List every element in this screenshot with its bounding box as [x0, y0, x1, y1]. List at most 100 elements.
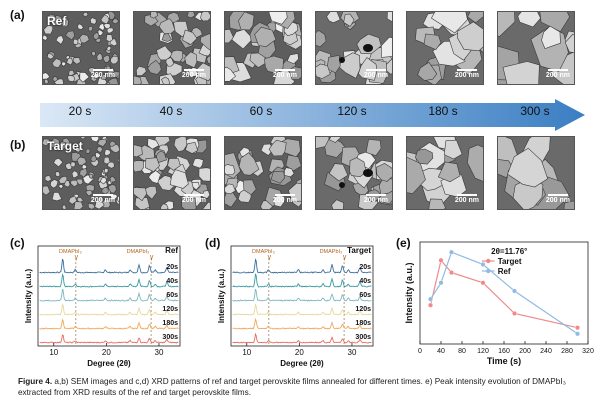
time-label-300: 300 s [520, 104, 550, 118]
scale-bar: 200 nm [546, 69, 570, 80]
scale-bar-label: 200 nm [454, 72, 479, 79]
x-tick-label: 0 [418, 348, 422, 355]
panel-label-a: (a) [10, 8, 25, 22]
sem-image: 200 nm [224, 136, 302, 210]
scale-bar: 200 nm [273, 194, 297, 205]
caption-label: Figure 4. [18, 377, 53, 386]
data-point-ref [480, 261, 486, 267]
data-point-ref [511, 288, 517, 294]
x-tick-label: 200 [519, 348, 531, 355]
series-label: 20s [359, 264, 371, 271]
panel-label-d: (d) [205, 236, 221, 250]
peak-label: DMAPbI₃ [59, 249, 82, 255]
figure-caption: Figure 4. a,b) SEM images and c,d) XRD p… [18, 376, 586, 398]
x-axis-label: Degree (2θ) [280, 359, 324, 368]
sem-image: 200 nm [406, 11, 484, 85]
xrd-trace [39, 258, 179, 274]
peak-label: γ [150, 254, 154, 261]
x-axis-label: Time (s) [487, 356, 521, 366]
series-label: 60s [166, 292, 178, 299]
panel-label-b: (b) [10, 138, 26, 152]
legend-marker [486, 268, 491, 274]
y-axis-label: Intensity (a.u.) [217, 269, 226, 324]
time-label-40: 40 s [159, 104, 183, 118]
chart-title: 2θ=11.76° [491, 247, 527, 256]
data-point-target [438, 257, 444, 263]
sem-image: 200 nm [224, 11, 302, 85]
series-label: 300s [355, 334, 371, 341]
sem-image: 200 nm [315, 11, 393, 85]
x-tick-label: 30 [155, 348, 164, 357]
x-tick-label: 40 [437, 348, 445, 355]
time-label-120: 120 s [337, 104, 367, 118]
scale-bar-label: 200 nm [90, 72, 115, 79]
scale-bar: 200 nm [364, 69, 388, 80]
scale-bar-label: 200 nm [181, 72, 206, 79]
time-arrow [40, 99, 585, 131]
time-label-180: 180 s [428, 104, 458, 118]
x-tick-label: 280 [561, 348, 573, 355]
xrd-trace [39, 318, 179, 330]
sem-image: Ref 200 nm [42, 11, 120, 85]
scale-bar-label: 200 nm [272, 72, 297, 79]
sem-image: 200 nm [133, 11, 211, 85]
xrd-trace [232, 258, 372, 274]
target-label: Target [47, 139, 83, 153]
data-point-target [511, 310, 517, 316]
x-tick-label: 320 [582, 348, 594, 355]
peak-label: DMAPbI₃ [127, 249, 150, 255]
x-tick-label: 80 [458, 348, 466, 355]
scale-bar-label: 200 nm [545, 72, 570, 79]
data-point-target [428, 302, 434, 308]
caption-text: a,b) SEM images and c,d) XRD patterns of… [18, 377, 566, 397]
plot-frame [230, 245, 374, 347]
scale-bar-label: 200 nm [90, 197, 115, 204]
scale-bar: 200 nm [364, 194, 388, 205]
series-label: 180s [162, 320, 178, 327]
data-point-target [449, 270, 455, 276]
series-label: 20s [166, 264, 178, 271]
sem-image: 200 nm [133, 136, 211, 210]
data-point-target [480, 280, 486, 286]
series-line-ref [429, 251, 578, 335]
xrd-trace [39, 273, 179, 288]
x-tick-label: 20 [102, 348, 111, 357]
time-label-60: 60 s [249, 104, 273, 118]
scale-bar: 200 nm [455, 69, 479, 80]
legend-label: Target [498, 257, 522, 266]
peak-label: γ [75, 254, 79, 261]
data-point-ref [428, 296, 434, 302]
xrd-trace [232, 288, 372, 302]
scale-bar: 200 nm [273, 69, 297, 80]
peak-label: DMAPbI₃ [252, 249, 275, 255]
scale-bar: 200 nm [91, 69, 115, 80]
time-label-20: 20 s [68, 104, 92, 118]
xrd-trace [39, 288, 179, 302]
series-label: 60s [359, 292, 371, 299]
panel-label-c: (c) [10, 236, 25, 250]
series-label: 300s [162, 334, 178, 341]
peak-label: γ [268, 254, 272, 261]
scale-bar: 200 nm [455, 194, 479, 205]
scale-bar-label: 200 nm [454, 197, 479, 204]
sem-image: 200 nm [315, 136, 393, 210]
series-label: 40s [166, 278, 178, 285]
sem-image: 200 nm [497, 11, 575, 85]
xrd-trace [232, 332, 372, 344]
x-tick-label: 10 [49, 348, 58, 357]
panel-label-e: (e) [396, 236, 411, 250]
xrd-trace [232, 303, 372, 316]
sem-image: Target 200 nm [42, 136, 120, 210]
x-tick-label: 120 [477, 348, 489, 355]
scale-bar-label: 200 nm [363, 197, 388, 204]
scale-bar: 200 nm [546, 194, 570, 205]
x-tick-label: 30 [348, 348, 357, 357]
scale-bar: 200 nm [182, 69, 206, 80]
scale-bar: 200 nm [91, 194, 115, 205]
series-label: 120s [162, 306, 178, 313]
peak-label: γ [343, 254, 347, 261]
sem-image: 200 nm [497, 136, 575, 210]
data-point-target [574, 325, 580, 331]
scale-bar-label: 200 nm [545, 197, 570, 204]
